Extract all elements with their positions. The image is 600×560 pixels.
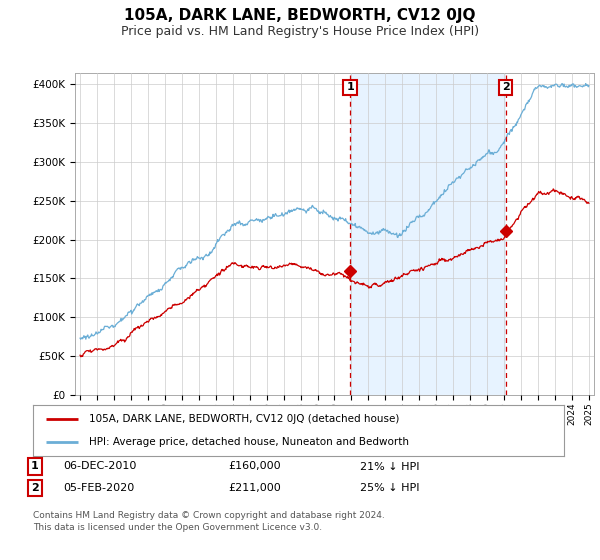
Bar xyxy=(350,73,506,395)
Text: 06-DEC-2010: 06-DEC-2010 xyxy=(63,461,136,472)
Text: 05-FEB-2020: 05-FEB-2020 xyxy=(63,483,134,493)
Text: HPI: Average price, detached house, Nuneaton and Bedworth: HPI: Average price, detached house, Nune… xyxy=(89,437,409,447)
Text: 21% ↓ HPI: 21% ↓ HPI xyxy=(360,461,419,472)
Text: Contains HM Land Registry data © Crown copyright and database right 2024.
This d: Contains HM Land Registry data © Crown c… xyxy=(33,511,385,532)
Text: 25% ↓ HPI: 25% ↓ HPI xyxy=(360,483,419,493)
Text: 1: 1 xyxy=(346,82,354,92)
Text: 105A, DARK LANE, BEDWORTH, CV12 0JQ (detached house): 105A, DARK LANE, BEDWORTH, CV12 0JQ (det… xyxy=(89,414,399,424)
Text: 2: 2 xyxy=(502,82,509,92)
Text: 2: 2 xyxy=(31,483,38,493)
Text: 105A, DARK LANE, BEDWORTH, CV12 0JQ: 105A, DARK LANE, BEDWORTH, CV12 0JQ xyxy=(124,8,476,24)
Text: 1: 1 xyxy=(31,461,38,472)
Text: £160,000: £160,000 xyxy=(228,461,281,472)
Text: £211,000: £211,000 xyxy=(228,483,281,493)
Text: Price paid vs. HM Land Registry's House Price Index (HPI): Price paid vs. HM Land Registry's House … xyxy=(121,25,479,38)
